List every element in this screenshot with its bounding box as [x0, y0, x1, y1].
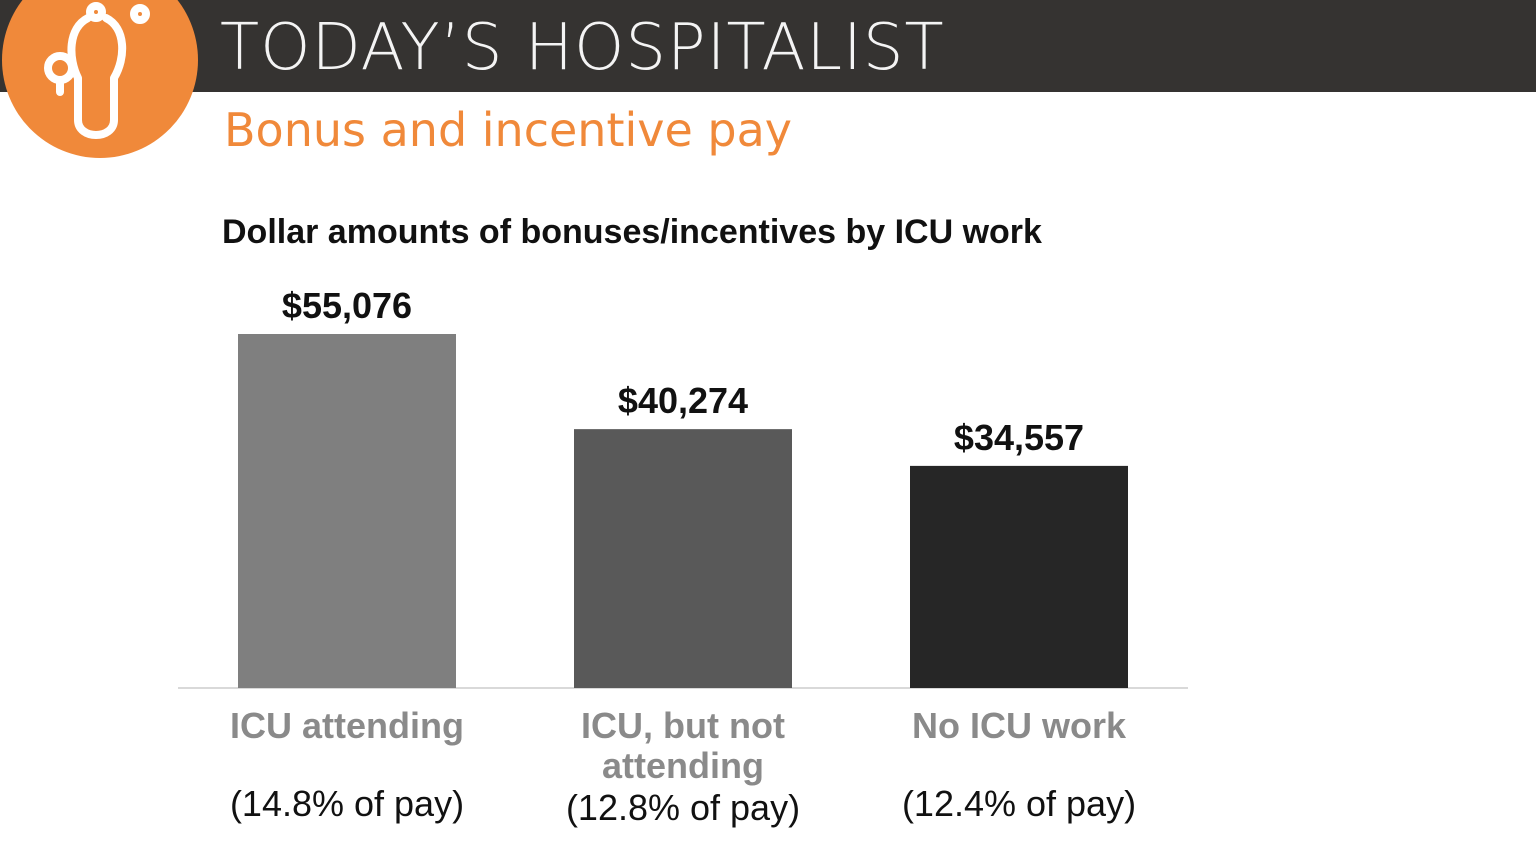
chart-title: Dollar amounts of bonuses/incentives by …	[222, 213, 1042, 251]
stethoscope-icon	[44, 2, 150, 139]
brand-title: TODAY’S HOSPITALIST	[220, 11, 945, 85]
category-label: ICU, but not attending	[581, 705, 785, 786]
share-of-pay-label: (12.8% of pay)	[565, 787, 801, 828]
category-label: ICU attending	[230, 705, 464, 746]
data-label: $34,557	[954, 417, 1084, 458]
bar	[910, 465, 1128, 688]
share-of-pay-label: (12.4% of pay)	[901, 783, 1137, 824]
bar	[238, 334, 456, 688]
category-label: No ICU work	[911, 705, 1126, 746]
data-label: $40,274	[618, 380, 748, 421]
share-of-pay-label: (14.8% of pay)	[229, 783, 465, 824]
header-bar: TODAY’S HOSPITALIST	[0, 0, 1536, 92]
bar	[574, 429, 792, 688]
slide-subtitle: Bonus and incentive pay	[224, 103, 793, 157]
data-label: $55,076	[282, 285, 412, 326]
logo-badge	[2, 0, 198, 158]
